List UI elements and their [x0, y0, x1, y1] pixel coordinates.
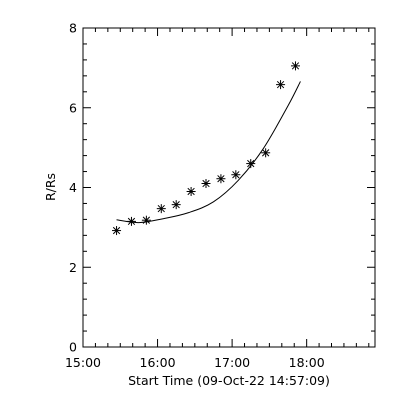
data-point: [141, 215, 151, 225]
data-point: [201, 179, 211, 189]
x-tick-label: 16:00: [140, 355, 176, 370]
data-point: [112, 226, 122, 236]
data-point: [276, 80, 286, 90]
data-point: [261, 148, 271, 158]
y-tick-label: 6: [69, 100, 77, 115]
data-point: [186, 186, 196, 196]
y-tick-label: 2: [69, 260, 77, 275]
axis-ticks: [82, 27, 375, 348]
y-tick-label: 8: [69, 21, 77, 36]
data-points: [112, 61, 300, 236]
x-axis-label: Start Time (09-Oct-22 14:57:09): [128, 373, 330, 388]
x-tick-labels: 15:00 16:00 17:00 18:00: [65, 355, 325, 370]
data-point: [290, 61, 300, 71]
data-point: [126, 216, 136, 226]
fit-line-group: [116, 81, 301, 224]
x-tick-label: 17:00: [214, 355, 250, 370]
data-point: [246, 159, 256, 169]
data-point: [171, 200, 181, 210]
x-tick-label: 18:00: [289, 355, 325, 370]
fit-curve: [116, 81, 301, 224]
data-point: [231, 170, 241, 180]
y-axis-label: R/Rs: [43, 173, 58, 201]
data-point: [216, 174, 226, 184]
y-tick-label: 4: [69, 180, 77, 195]
plot-frame: [82, 27, 376, 348]
x-tick-label: 15:00: [65, 355, 101, 370]
data-point: [156, 204, 166, 214]
y-tick-label: 0: [69, 340, 77, 355]
y-tick-labels: 0 2 4 6 8: [69, 21, 77, 355]
